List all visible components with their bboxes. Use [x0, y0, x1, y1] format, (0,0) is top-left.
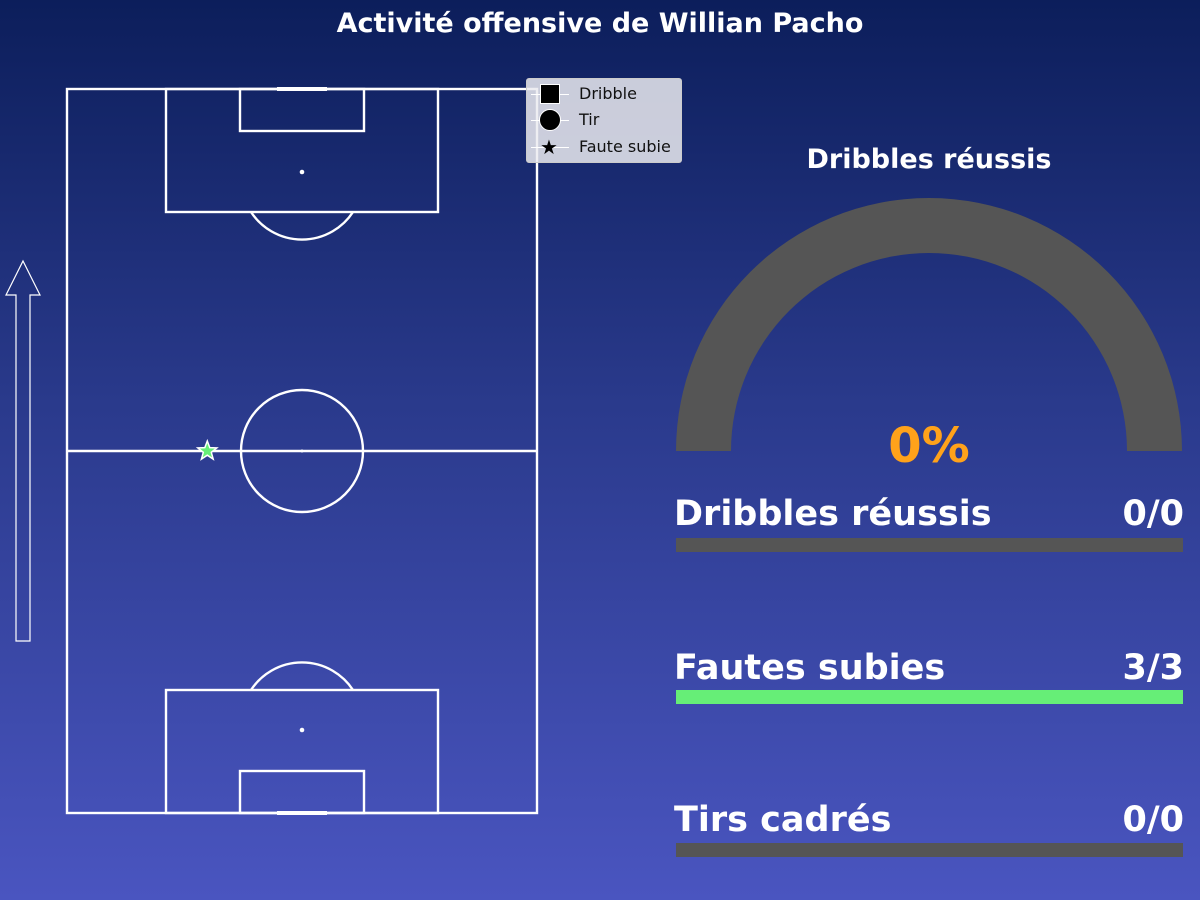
- top-penalty-spot: [299, 169, 305, 175]
- gauge-title: Dribbles réussis: [806, 144, 1052, 175]
- legend-item-faute-subie: ★ Faute subie: [527, 135, 681, 159]
- bottom-penalty-box: [164, 688, 440, 815]
- legend-item-dribble: Dribble: [527, 82, 681, 106]
- center-spot: [300, 449, 304, 453]
- square-marker-icon: [540, 84, 560, 104]
- stat-label-dribbles: Dribbles réussis: [674, 494, 992, 534]
- events-layer: [195, 438, 219, 461]
- legend: Dribble Tir ★ Faute subie: [526, 78, 682, 163]
- center-circle: [239, 388, 365, 514]
- stat-label-fautes: Fautes subies: [674, 648, 946, 688]
- top-six-yard-box: [238, 87, 366, 133]
- stat-value-tirs: 0/0: [1122, 800, 1185, 840]
- legend-item-tir: Tir: [527, 108, 681, 132]
- circle-marker-icon: [539, 109, 561, 131]
- star-marker-icon: ★: [540, 135, 558, 159]
- legend-label: Tir: [579, 110, 600, 129]
- stat-label-tirs: Tirs cadrés: [674, 800, 892, 840]
- pitch-lines: [65, 87, 539, 815]
- legend-label: Dribble: [579, 84, 637, 103]
- stat-value-fautes: 3/3: [1122, 648, 1185, 688]
- bottom-six-yard-box: [238, 769, 366, 815]
- chart-title: Activité offensive de Willian Pacho: [336, 8, 864, 39]
- bottom-penalty-spot: [299, 727, 305, 733]
- attack-direction-arrow-icon: [5, 259, 41, 642]
- stat-bar-fill: [676, 690, 1183, 704]
- top-penalty-box: [164, 87, 440, 214]
- stat-bar-dribbles: [676, 538, 1183, 552]
- top-penalty-arc: [249, 211, 355, 241]
- bottom-penalty-arc: [249, 661, 355, 691]
- stat-value-dribbles: 0/0: [1122, 494, 1185, 534]
- gauge-track: [676, 198, 1182, 451]
- event-marker-faute-subie: [195, 438, 219, 461]
- legend-label: Faute subie: [579, 137, 671, 156]
- stat-bar-fautes: [676, 690, 1183, 704]
- stat-bar-tirs: [676, 843, 1183, 857]
- gauge-value: 0%: [888, 418, 970, 474]
